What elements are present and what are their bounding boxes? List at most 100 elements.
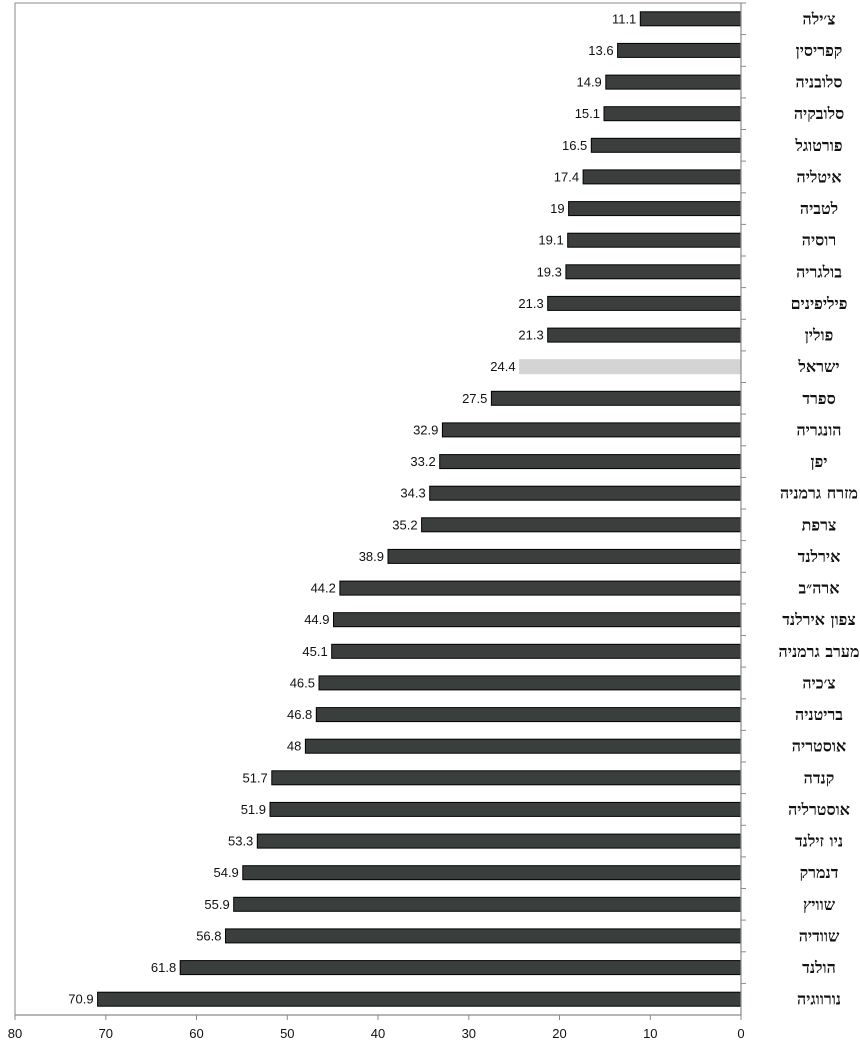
category-labels-group: צ׳ילה קפריסין סלובניה סלובקיה פורטוגל איטליה ל…: [779, 9, 860, 1008]
bar: [429, 485, 742, 501]
value-label: 61.8: [151, 960, 176, 975]
bars-group: [97, 11, 742, 1007]
bar: [304, 738, 742, 754]
bar: [582, 169, 742, 185]
category-label: פיליפינים: [791, 294, 848, 313]
category-label: הולנד: [802, 958, 836, 977]
bar: [233, 896, 742, 912]
value-label: 19: [550, 201, 564, 216]
bar-highlighted: [519, 359, 742, 375]
bar: [603, 106, 742, 122]
bar: [339, 580, 742, 596]
value-label: 45.1: [302, 644, 327, 659]
bar: [547, 327, 742, 343]
value-label: 46.5: [290, 675, 315, 690]
bar: [547, 295, 742, 311]
bar: [605, 74, 742, 90]
category-label: איטליה: [796, 167, 841, 186]
value-label: 13.6: [588, 43, 613, 58]
category-label: שוודיה: [799, 926, 840, 945]
category-label: ספרד: [802, 389, 835, 408]
x-tick-label: 80: [8, 1026, 22, 1041]
bar: [97, 991, 742, 1007]
value-label: 51.9: [241, 802, 266, 817]
value-label: 32.9: [413, 422, 438, 437]
category-label: נורווגיה: [797, 990, 841, 1009]
x-tick-label: 0: [737, 1026, 744, 1041]
x-tick-label: 70: [99, 1026, 113, 1041]
bar: [271, 770, 742, 786]
value-label: 70.9: [68, 992, 93, 1007]
x-tick-label: 50: [280, 1026, 294, 1041]
value-label: 14.9: [576, 75, 601, 90]
axes-group: [14, 2, 746, 1016]
category-label: צרפת: [802, 515, 837, 534]
category-label: רוסיה: [802, 231, 836, 250]
value-label: 54.9: [213, 865, 238, 880]
value-label: 21.3: [518, 328, 543, 343]
x-tick-label: 30: [462, 1026, 476, 1041]
value-label: 27.5: [462, 391, 487, 406]
bar: [490, 390, 742, 406]
bar: [439, 454, 742, 470]
category-label: צפון אירלנד: [782, 610, 856, 629]
value-label: 56.8: [196, 928, 221, 943]
value-label: 35.2: [392, 517, 417, 532]
bar: [333, 612, 742, 628]
value-labels-group: 11.1 13.6 14.9 15.1 16.5 17.4 19 19.1 19.3 21.3 21…: [68, 11, 636, 1006]
value-label: 48: [287, 739, 301, 754]
category-label: לטביה: [800, 199, 838, 218]
category-label: קפריסין: [796, 41, 843, 60]
bar: [567, 232, 742, 248]
value-label: 15.1: [575, 106, 600, 121]
bar: [565, 264, 742, 280]
value-label: 17.4: [554, 169, 579, 184]
bar: [568, 201, 742, 217]
bar: [421, 517, 742, 533]
category-label: ישראל: [797, 357, 839, 376]
bar: [256, 833, 742, 849]
value-label: 11.1: [612, 11, 636, 26]
category-label: צ׳כיה: [802, 673, 835, 692]
category-label: הונגריה: [796, 420, 841, 439]
category-label: בולגריה: [796, 262, 842, 281]
category-label: אוסטרליה: [788, 800, 850, 819]
category-label: מזרח גרמניה: [780, 484, 858, 503]
bar: [179, 960, 742, 976]
category-label: צ׳ילה: [803, 9, 836, 28]
category-label: ניו זילנד: [795, 832, 843, 851]
bar: [242, 865, 742, 881]
value-label: 19.3: [537, 264, 562, 279]
x-tick-label: 60: [189, 1026, 203, 1041]
plot-frame: [14, 2, 742, 1016]
category-label: סלובניה: [796, 73, 843, 92]
value-label: 19.1: [538, 233, 563, 248]
bar: [639, 11, 742, 27]
category-label: ארה״ב: [798, 579, 839, 598]
value-label: 44.9: [304, 612, 329, 627]
bar: [441, 422, 742, 438]
bar: [331, 643, 742, 659]
bar: [617, 42, 742, 58]
category-label: בריטניה: [795, 705, 843, 724]
category-label: פורטוגל: [794, 136, 842, 155]
category-label: סלובקיה: [794, 104, 844, 123]
value-label: 34.3: [400, 486, 425, 501]
value-label: 38.9: [359, 549, 384, 564]
value-label: 53.3: [228, 834, 253, 849]
value-label: 21.3: [518, 296, 543, 311]
category-label: מערב גרמניה: [779, 642, 860, 661]
x-tick-label: 10: [643, 1026, 657, 1041]
value-label: 44.2: [311, 581, 336, 596]
value-label: 46.8: [287, 707, 312, 722]
category-label: שוויץ: [803, 895, 836, 914]
value-label: 33.2: [410, 454, 435, 469]
category-label: דנמרק: [800, 863, 839, 882]
category-label: פולין: [805, 326, 834, 345]
value-label: 24.4: [490, 359, 515, 374]
value-label: 51.7: [242, 770, 267, 785]
category-label: אוסטריה: [792, 737, 846, 756]
bar: [387, 548, 742, 564]
bar: [225, 928, 742, 944]
